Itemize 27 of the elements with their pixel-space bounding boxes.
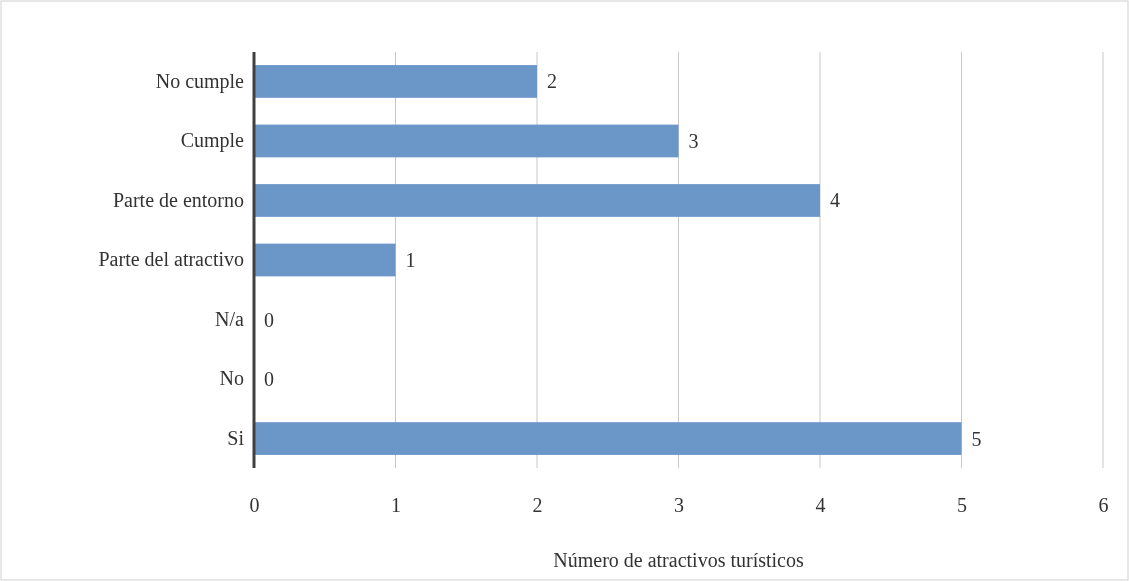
- data-label: 1: [405, 249, 416, 271]
- x-tick-label: 0: [249, 494, 260, 517]
- y-tick-label: Cumple: [180, 129, 245, 153]
- x-tick-label: 6: [1098, 494, 1109, 517]
- y-tick-label: No cumple: [155, 69, 245, 93]
- bar: [254, 124, 679, 158]
- y-tick-label: Si: [227, 426, 245, 449]
- data-label: 3: [688, 129, 699, 152]
- bar: [254, 184, 820, 217]
- data-label: 4: [830, 189, 840, 212]
- bar: [254, 65, 537, 98]
- y-tick-label: N/a: [215, 307, 245, 330]
- x-tick-label: 2: [532, 494, 543, 517]
- x-axis-title: Número de atractivos turísticos: [553, 549, 804, 571]
- data-label: 0: [264, 368, 274, 391]
- bar: [254, 422, 962, 455]
- data-label: 0: [264, 308, 274, 331]
- bar: [254, 243, 396, 277]
- data-label: 5: [971, 427, 982, 450]
- data-label: 2: [547, 70, 557, 93]
- y-tick-label: Parte del atractivo: [98, 248, 244, 271]
- x-tick-label: 1: [391, 494, 401, 517]
- x-tick-label: 3: [674, 494, 684, 517]
- y-tick-label: No: [219, 367, 244, 390]
- x-tick-label: 5: [957, 494, 967, 517]
- x-tick-label: 4: [815, 494, 826, 517]
- y-tick-label: Parte de entorno: [112, 188, 244, 211]
